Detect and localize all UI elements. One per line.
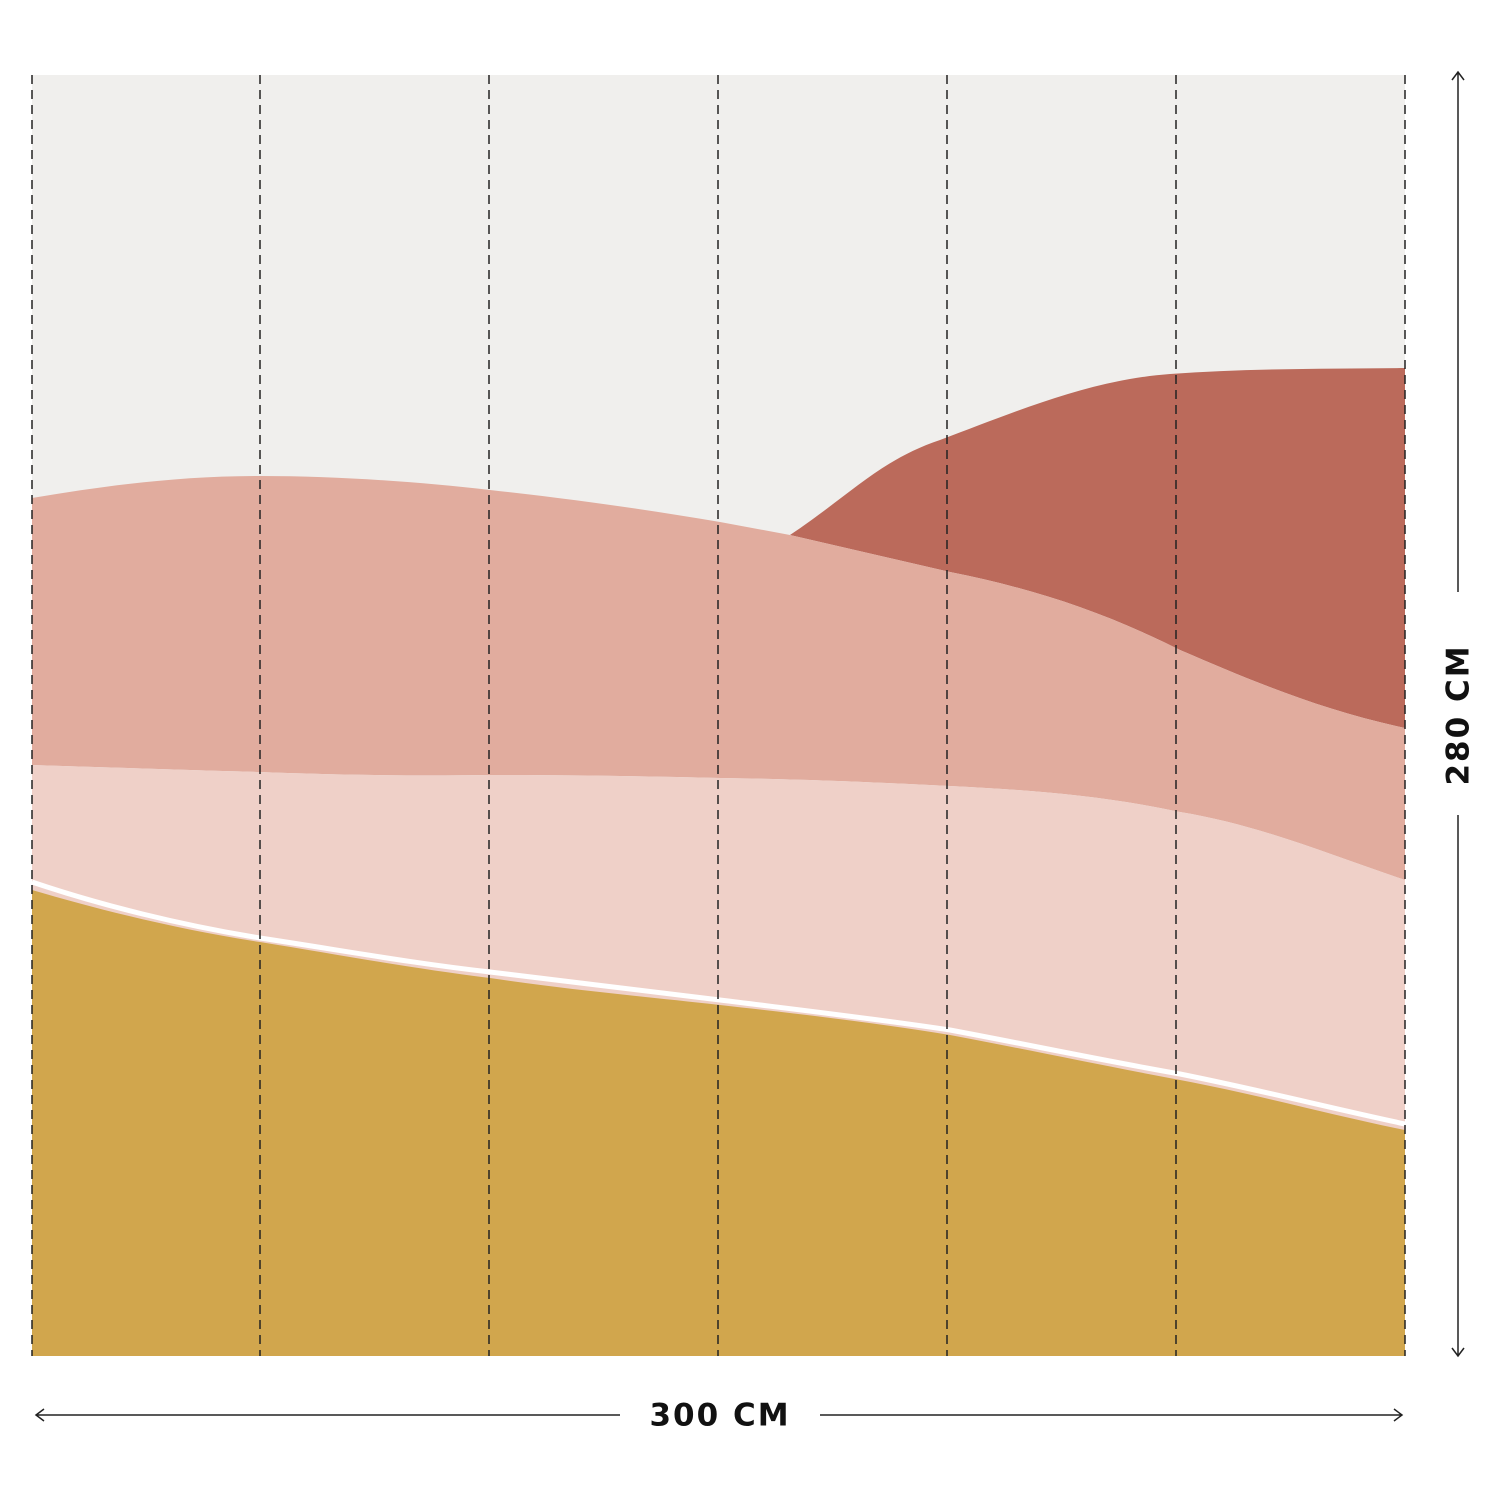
dark-hill [790,368,1405,728]
panel-lines [31,75,1406,1356]
height-dimension: 280 CM [1441,70,1477,1358]
height-arrow [1451,70,1465,1358]
height-label: 280 CM [1441,644,1477,785]
yellow-hill [32,890,1405,1356]
width-arrow [34,1408,1404,1422]
width-label: 300 CM [649,1398,790,1434]
width-dimension: 300 CM [34,1398,1404,1434]
